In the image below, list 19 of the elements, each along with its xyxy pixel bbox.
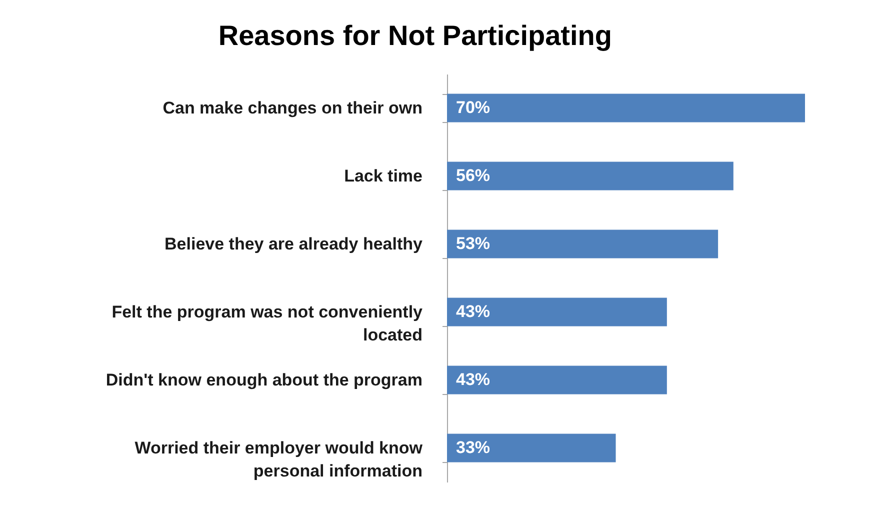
bar [447, 94, 805, 122]
bar [447, 230, 718, 258]
data-label: 33% [456, 438, 490, 457]
y-tick-label: Can make changes on their own [162, 98, 422, 118]
y-tick-label: Felt the program was not conveniently located [112, 302, 424, 344]
bar [447, 298, 667, 326]
data-label: 53% [456, 234, 490, 253]
chart-title: Reasons for Not Participating [218, 20, 612, 51]
bar [447, 434, 616, 462]
y-tick-label: Worried their employer would know personal information [134, 438, 424, 480]
data-label: 70% [456, 98, 490, 117]
data-label: 43% [456, 370, 490, 389]
data-label: 56% [456, 166, 490, 185]
y-tick-label: Didn't know enough about the program [106, 370, 422, 390]
y-tick-label: Lack time [344, 166, 422, 186]
bar [447, 162, 734, 190]
bar [447, 366, 667, 394]
y-tick-label: Believe they are already healthy [164, 234, 424, 254]
data-label: 43% [456, 302, 490, 321]
